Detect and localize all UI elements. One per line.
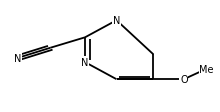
Text: O: O [180, 74, 188, 84]
Text: N: N [81, 58, 89, 68]
Text: N: N [14, 53, 21, 63]
Text: Me: Me [199, 64, 214, 74]
Text: N: N [113, 16, 120, 26]
